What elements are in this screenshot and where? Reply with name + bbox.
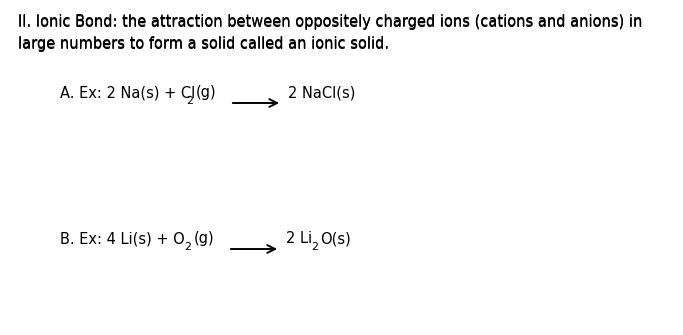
- Text: 2 Li: 2 Li: [286, 231, 312, 246]
- Text: (g): (g): [195, 85, 216, 100]
- Text: (g): (g): [193, 231, 214, 246]
- Text: 2: 2: [311, 242, 318, 252]
- Text: 2: 2: [184, 242, 191, 252]
- Text: 2 NaCl(s): 2 NaCl(s): [288, 85, 355, 100]
- Text: large numbers to form a solid called an ionic solid.: large numbers to form a solid called an …: [18, 36, 389, 51]
- Text: B. Ex: 4 Li(s) + O: B. Ex: 4 Li(s) + O: [60, 231, 184, 246]
- Text: II. Ionic Bond: the attraction between oppositely charged ions (cations and anio: II. Ionic Bond: the attraction between o…: [18, 14, 643, 29]
- Text: large numbers to form a solid called an ionic solid.: large numbers to form a solid called an …: [18, 37, 389, 52]
- Text: 2: 2: [186, 96, 193, 106]
- Text: II. Ionic Bond: the attraction between oppositely charged ions (cations and anio: II. Ionic Bond: the attraction between o…: [18, 15, 643, 30]
- Text: O(s): O(s): [320, 231, 351, 246]
- Text: A. Ex: 2 Na(s) + Cl: A. Ex: 2 Na(s) + Cl: [60, 85, 195, 100]
